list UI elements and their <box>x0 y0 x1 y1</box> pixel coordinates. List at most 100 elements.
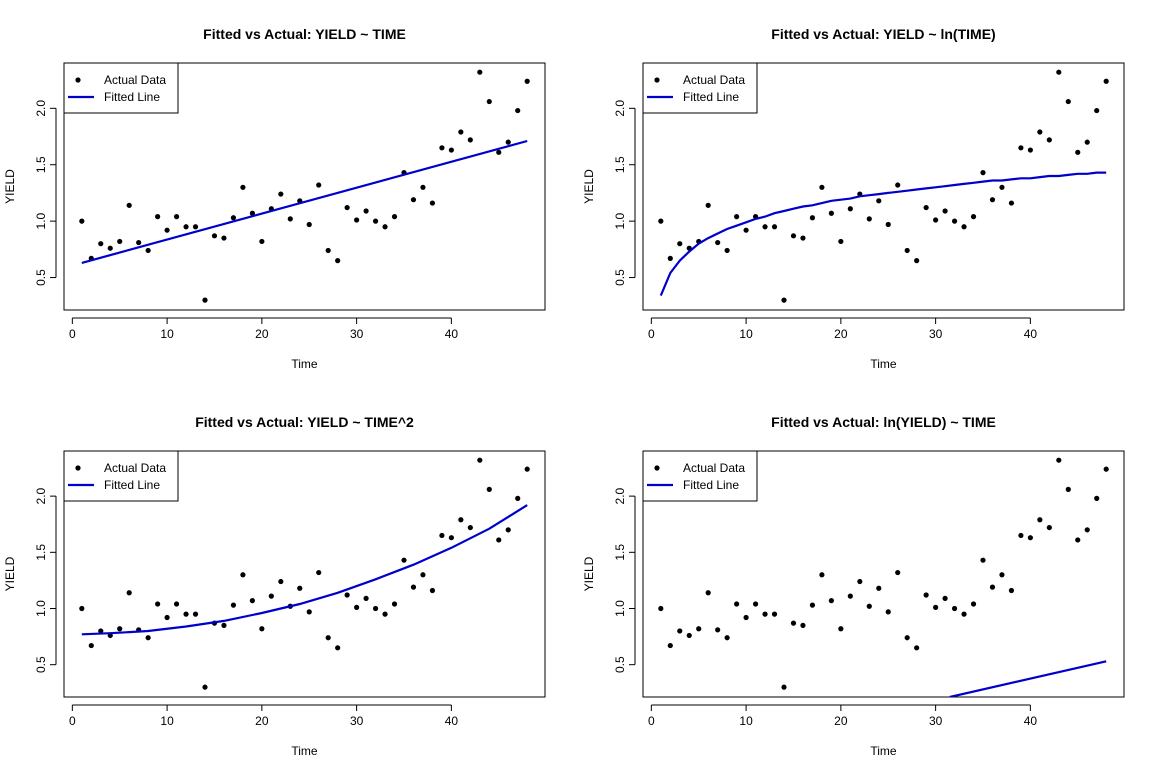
x-tick-label: 10 <box>160 327 174 341</box>
y-tick-label: 0.5 <box>613 269 627 286</box>
data-point <box>192 611 199 617</box>
y-tick-label: 1.5 <box>34 544 48 561</box>
data-point <box>800 622 806 628</box>
chart-panel-3: Fitted vs Actual: YIELD ~ TIME^2 0 10 20 30 4… <box>3 414 546 758</box>
data-point <box>999 184 1005 190</box>
data-point <box>354 217 360 223</box>
data-point <box>107 245 113 251</box>
data-point <box>505 139 511 145</box>
data-point <box>173 601 180 607</box>
x-tick-label: 10 <box>739 327 753 341</box>
y-tick-label: 1.0 <box>613 600 627 617</box>
data-point <box>658 218 664 224</box>
data-point <box>961 611 967 617</box>
data-point <box>933 604 939 610</box>
data-point <box>297 585 303 591</box>
data-point <box>1075 537 1081 543</box>
x-axis-label: Time <box>870 357 897 371</box>
chart-panel-2: Fitted vs Actual: YIELD ~ ln(TIME) 0 10 20 3… <box>582 26 1125 371</box>
data-point <box>1065 98 1071 105</box>
data-point <box>477 69 483 75</box>
data-point <box>1065 486 1071 492</box>
data-point <box>306 609 312 615</box>
x-tick-label: 40 <box>445 714 459 728</box>
data-point <box>989 197 996 203</box>
data-point <box>667 255 673 261</box>
data-point <box>515 495 521 501</box>
legend-point-marker <box>75 465 81 471</box>
x-tick-label: 10 <box>160 714 174 728</box>
legend-point-marker <box>75 77 81 83</box>
data-point <box>249 210 255 216</box>
data-point <box>923 592 929 598</box>
fitted-line <box>949 660 1107 697</box>
data-point <box>230 602 237 608</box>
data-point <box>382 611 388 617</box>
fitted-line <box>81 139 528 264</box>
data-point <box>458 517 464 523</box>
data-point <box>771 224 778 230</box>
data-point <box>914 645 920 651</box>
data-point <box>790 233 797 239</box>
data-point <box>145 635 151 641</box>
data-point <box>496 149 502 155</box>
data-point <box>819 184 825 190</box>
legend-label: Actual Data <box>683 73 745 87</box>
data-point <box>1094 495 1100 501</box>
x-tick-label: 20 <box>834 714 848 728</box>
data-point <box>467 524 473 531</box>
data-point <box>933 217 939 223</box>
legend-label: Actual Data <box>683 461 745 475</box>
data-point <box>705 590 711 596</box>
data-point <box>458 129 464 135</box>
data-point <box>420 184 426 190</box>
data-point <box>866 603 872 609</box>
data-point <box>762 224 768 230</box>
data-point <box>155 214 161 220</box>
y-tick-label: 1.5 <box>613 156 627 173</box>
data-point <box>762 611 768 617</box>
data-point <box>164 227 170 233</box>
data-point <box>335 645 341 651</box>
y-axis-label: YIELD <box>3 169 17 204</box>
data-point <box>363 208 369 214</box>
data-point <box>809 215 816 221</box>
data-point <box>79 218 85 224</box>
legend: Actual Data Fitted Line <box>63 450 179 502</box>
data-point <box>429 587 436 594</box>
data-point <box>240 184 246 190</box>
legend-label: Fitted Line <box>104 478 160 492</box>
data-point <box>1046 137 1052 143</box>
data-point <box>221 622 227 628</box>
data-point <box>1027 147 1033 153</box>
data-point <box>524 466 530 472</box>
y-tick-label: 1.0 <box>34 600 48 617</box>
data-point <box>980 557 986 563</box>
data-point <box>809 602 816 608</box>
data-point <box>904 247 910 254</box>
x-tick-label: 30 <box>929 327 943 341</box>
y-tick-label: 1.5 <box>34 156 48 173</box>
y-tick-label: 2.0 <box>34 487 48 504</box>
data-point <box>145 247 151 254</box>
data-point <box>221 235 227 241</box>
data-point <box>136 239 142 246</box>
x-tick-label: 0 <box>69 327 76 341</box>
data-point <box>734 601 740 607</box>
data-point <box>951 218 958 224</box>
data-point <box>439 532 445 539</box>
data-point <box>752 601 759 607</box>
data-point <box>677 241 683 247</box>
data-point <box>259 626 265 632</box>
data-point <box>743 614 749 621</box>
data-point <box>838 238 844 245</box>
y-tick-label: 1.0 <box>34 212 48 229</box>
data-point <box>391 601 398 607</box>
y-tick-label: 1.0 <box>613 212 627 229</box>
data-point <box>677 628 683 634</box>
legend-box <box>642 450 758 502</box>
data-point <box>344 592 350 598</box>
data-point <box>961 224 967 230</box>
data-point <box>715 627 721 633</box>
data-point <box>970 214 977 220</box>
